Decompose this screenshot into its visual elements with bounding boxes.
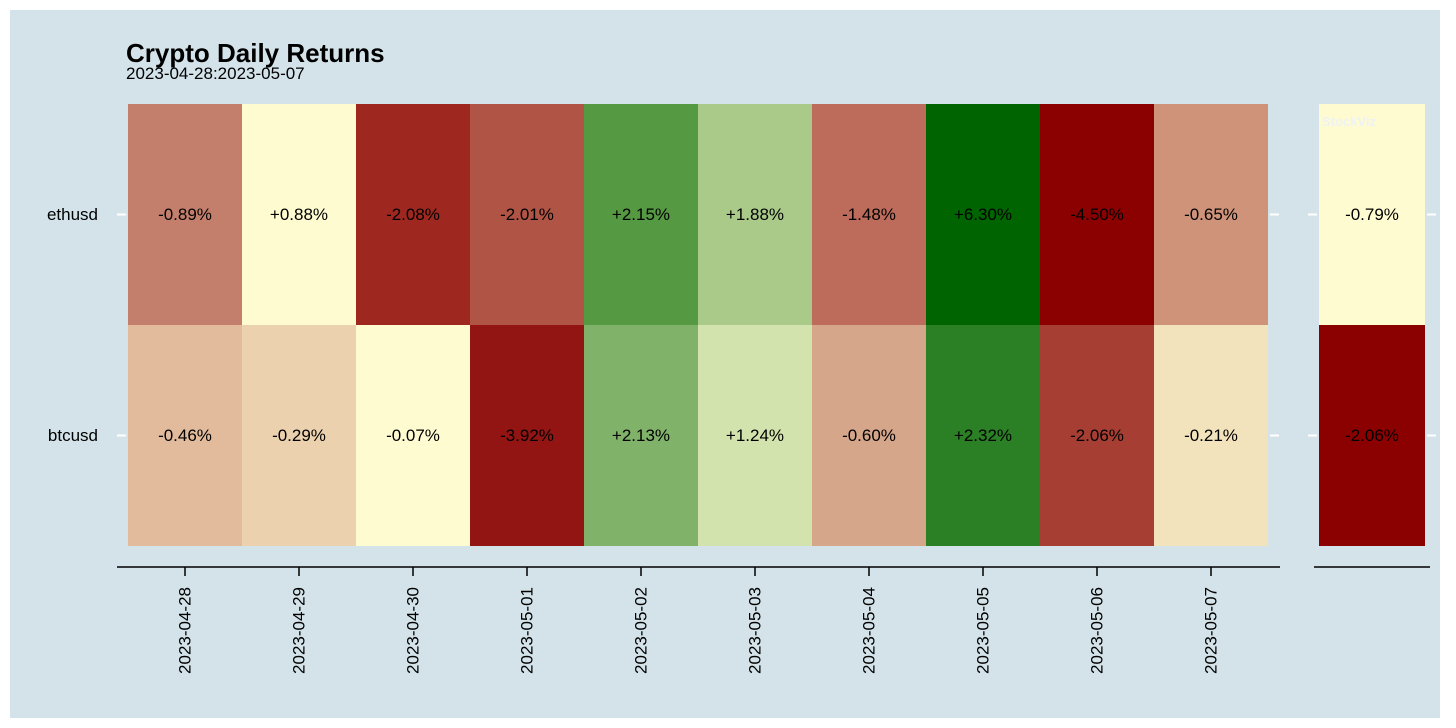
cell-value-label: -1.48% bbox=[842, 205, 896, 224]
heatmap-cell bbox=[584, 104, 698, 325]
cell-value-label: +2.15% bbox=[612, 205, 670, 224]
heatmap-cell bbox=[584, 325, 698, 546]
chart-title: Crypto Daily Returns bbox=[126, 38, 385, 68]
heatmap-cell bbox=[812, 325, 926, 546]
heatmap-cell bbox=[356, 325, 470, 546]
heatmap-cell bbox=[926, 325, 1040, 546]
row-label: btcusd bbox=[48, 426, 98, 445]
cell-value-label: -0.46% bbox=[158, 426, 212, 445]
x-tick-label: 2023-04-29 bbox=[290, 587, 309, 674]
cell-value-label: -0.07% bbox=[386, 426, 440, 445]
total-value-label: -0.79% bbox=[1345, 205, 1399, 224]
cell-value-label: -0.21% bbox=[1184, 426, 1238, 445]
cell-value-label: -4.50% bbox=[1070, 205, 1124, 224]
x-tick-label: 2023-04-28 bbox=[176, 587, 195, 674]
cell-value-label: +0.88% bbox=[270, 205, 328, 224]
heatmap-cell bbox=[470, 104, 584, 325]
cell-value-label: +2.13% bbox=[612, 426, 670, 445]
chart-subtitle: 2023-04-28:2023-05-07 bbox=[126, 64, 305, 83]
cell-value-label: -0.29% bbox=[272, 426, 326, 445]
total-value-label: -2.06% bbox=[1345, 426, 1399, 445]
heatmap-cell bbox=[926, 104, 1040, 325]
x-tick-label: 2023-05-04 bbox=[860, 587, 879, 674]
heatmap-cell bbox=[242, 325, 356, 546]
cell-value-label: -0.89% bbox=[158, 205, 212, 224]
watermark: StockViz bbox=[1322, 114, 1376, 129]
x-tick-label: 2023-05-05 bbox=[974, 587, 993, 674]
cell-value-label: -0.65% bbox=[1184, 205, 1238, 224]
heatmap-cell bbox=[812, 104, 926, 325]
x-tick-label: 2023-05-02 bbox=[632, 587, 651, 674]
cell-value-label: +6.30% bbox=[954, 205, 1012, 224]
heatmap-cell bbox=[698, 104, 812, 325]
row-label: ethusd bbox=[47, 205, 98, 224]
x-tick-label: 2023-05-01 bbox=[518, 587, 537, 674]
total-cell bbox=[1319, 104, 1425, 325]
cell-value-label: -2.08% bbox=[386, 205, 440, 224]
cell-value-label: +1.88% bbox=[726, 205, 784, 224]
heatmap-cell bbox=[128, 104, 242, 325]
cell-value-label: -2.01% bbox=[500, 205, 554, 224]
cell-value-label: +2.32% bbox=[954, 426, 1012, 445]
heatmap-chart: -0.89% +0.88% -2.08% -2.01% +2.15% +1.88% -1.4… bbox=[47, 104, 1436, 674]
heatmap-cell bbox=[242, 104, 356, 325]
x-tick-label: 2023-05-03 bbox=[746, 587, 765, 674]
heatmap-cell bbox=[1154, 104, 1268, 325]
cell-value-label: -0.60% bbox=[842, 426, 896, 445]
heatmap-cell bbox=[356, 104, 470, 325]
heatmap-cell bbox=[128, 325, 242, 546]
x-tick-label: 2023-05-06 bbox=[1088, 587, 1107, 674]
cell-value-label: -3.92% bbox=[500, 426, 554, 445]
x-tick-label: 2023-04-30 bbox=[404, 587, 423, 674]
heatmap-cell bbox=[1154, 325, 1268, 546]
total-cell bbox=[1319, 325, 1425, 546]
chart-panel: -0.89% +0.88% -2.08% -2.01% +2.15% +1.88% -1.4… bbox=[10, 10, 1440, 718]
heatmap-cell bbox=[1040, 104, 1154, 325]
x-tick-label: 2023-05-07 bbox=[1202, 587, 1221, 674]
heatmap-cell bbox=[1040, 325, 1154, 546]
heatmap-cell bbox=[470, 325, 584, 546]
cell-value-label: +1.24% bbox=[726, 426, 784, 445]
heatmap-cell bbox=[698, 325, 812, 546]
cell-value-label: -2.06% bbox=[1070, 426, 1124, 445]
